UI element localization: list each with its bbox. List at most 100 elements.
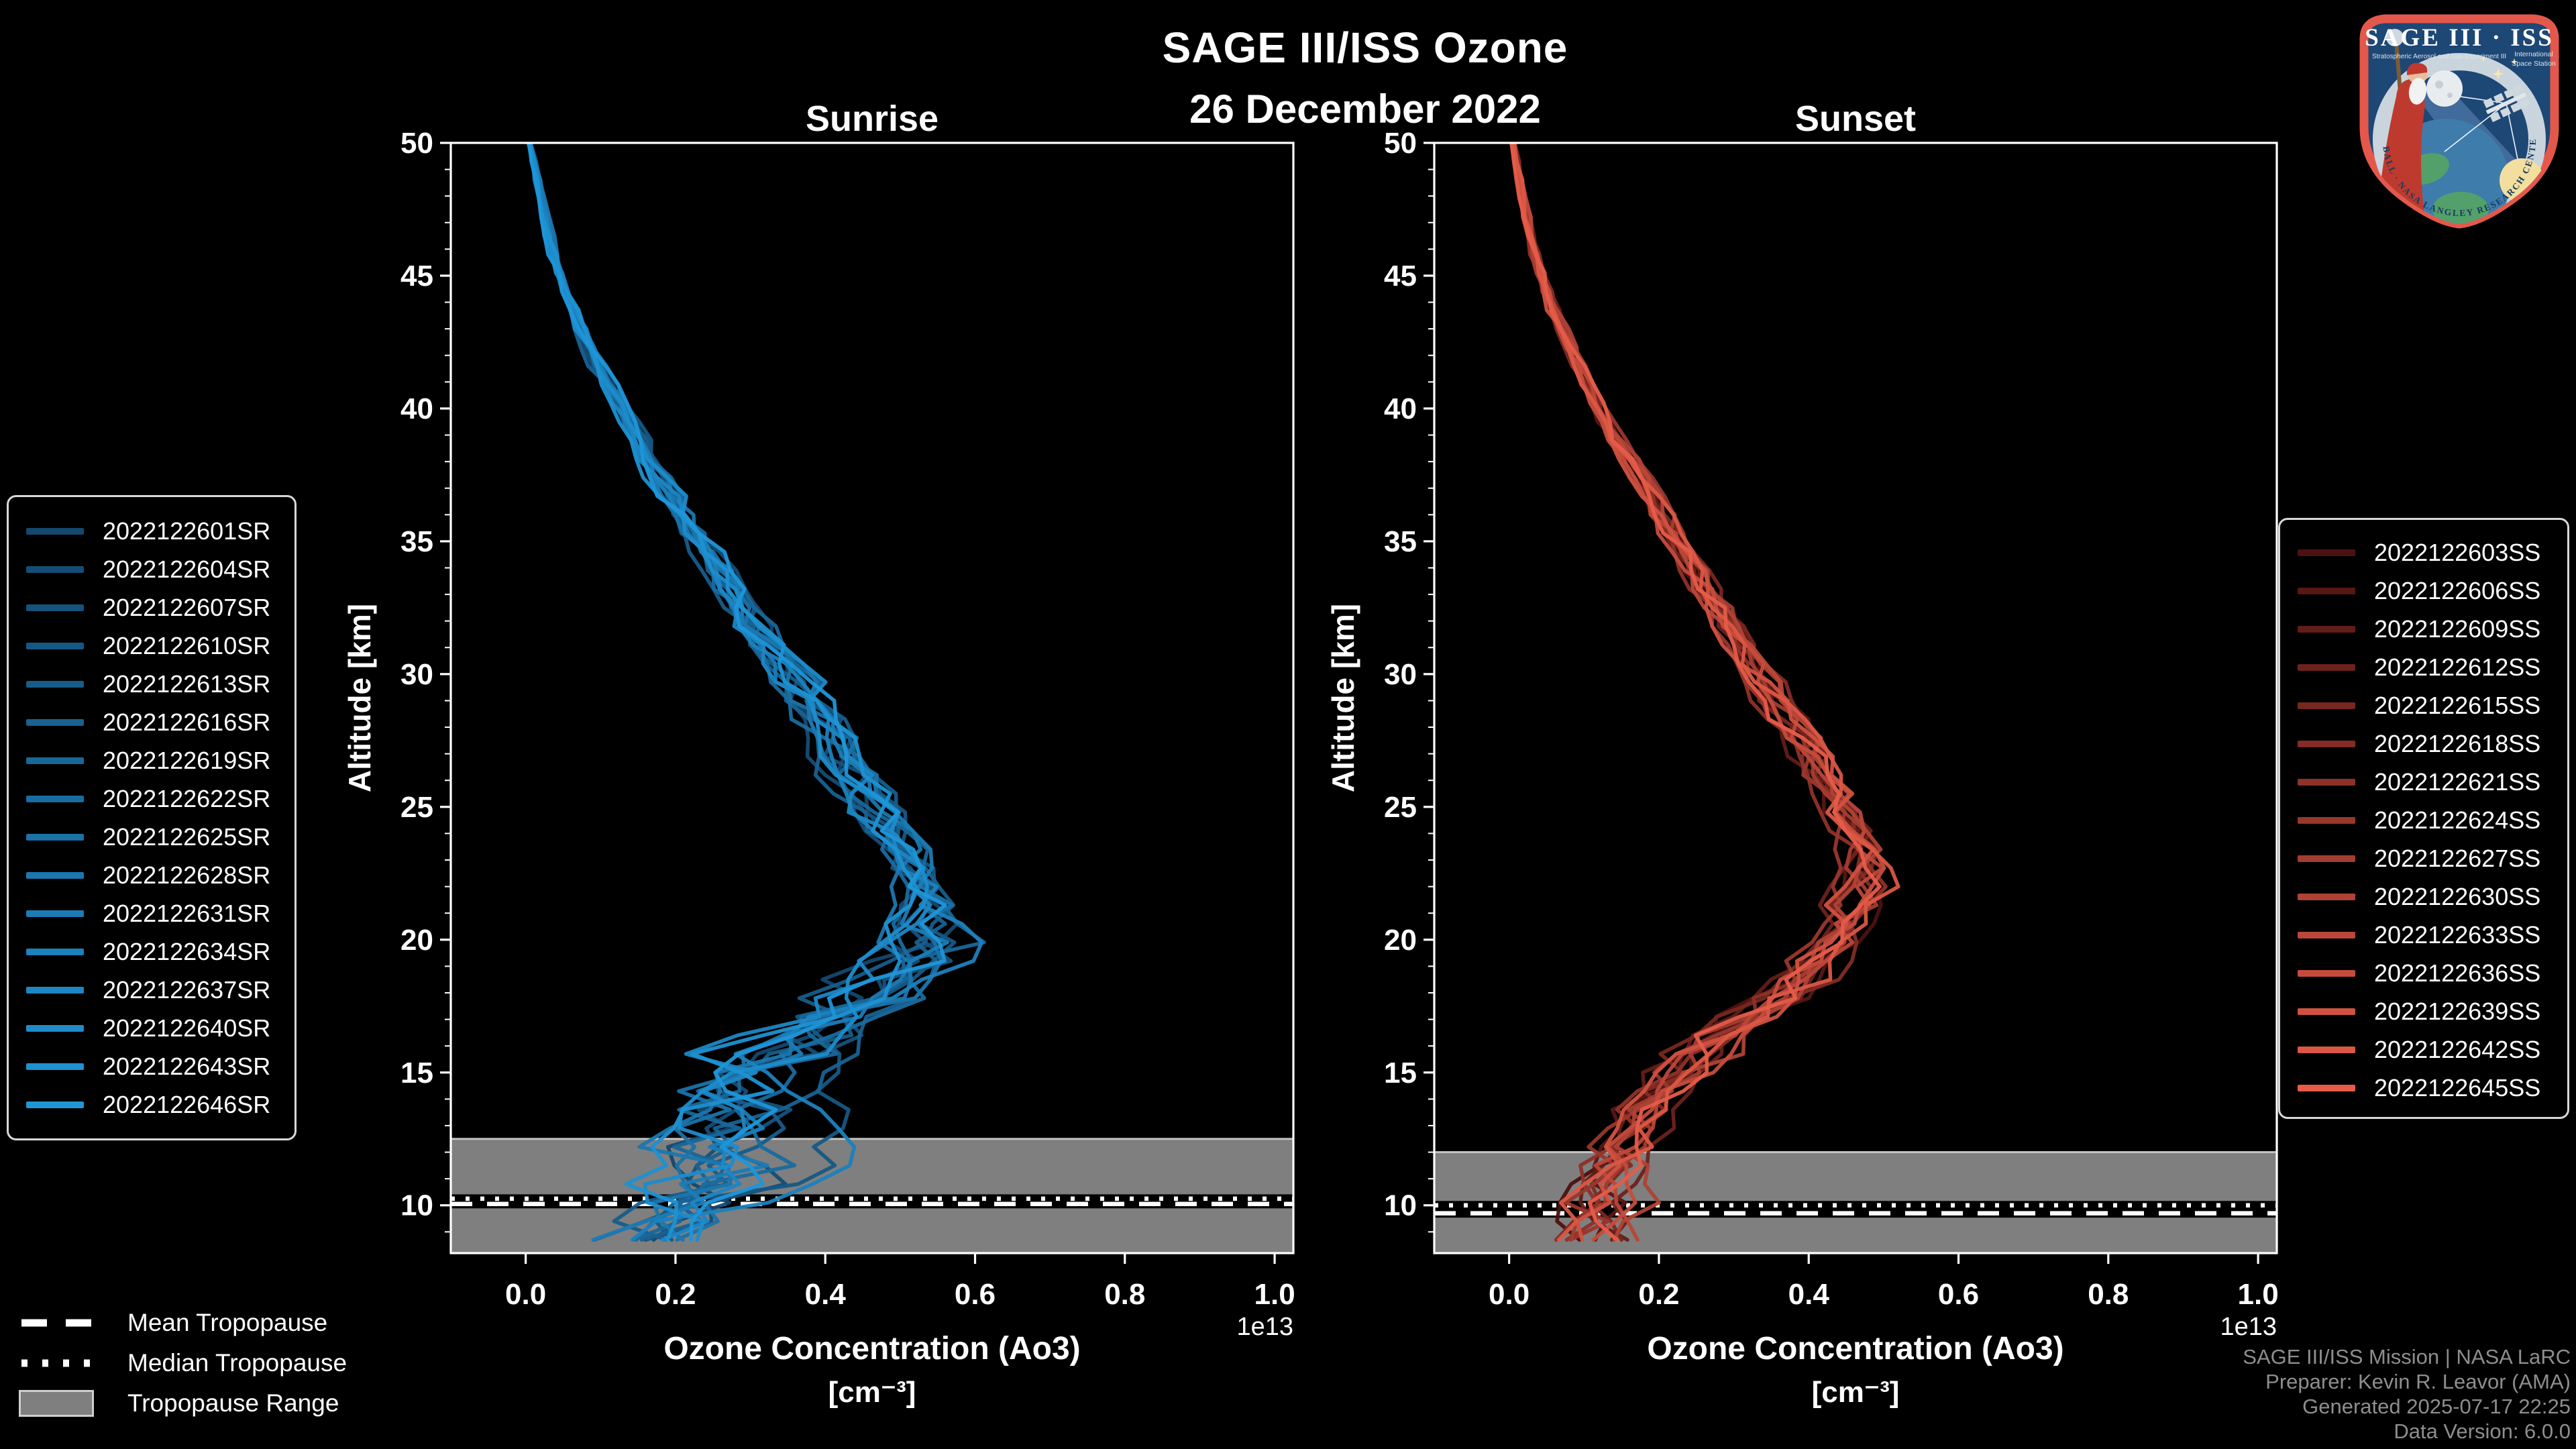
y-tick-label: 35 — [1384, 525, 1417, 558]
legend-item: 2022122631SR — [9, 894, 294, 932]
tropopause-legend-item-median: Median Tropopause — [19, 1343, 347, 1383]
logo-iss — [2483, 84, 2531, 123]
legend-item: 2022122639SS — [2280, 992, 2567, 1030]
y-tick-label: 15 — [1384, 1057, 1417, 1089]
logo-star-icon — [2510, 58, 2518, 66]
sunrise-series-2022122646SR — [527, 144, 947, 1242]
tropopause-legend: Mean Tropopause Median Tropopause Tropop… — [19, 1303, 347, 1424]
y-tick-label: 10 — [400, 1189, 433, 1222]
series-label: 2022122615SS — [2374, 691, 2541, 719]
x-tick-label: 1.0 — [1254, 1278, 1295, 1311]
logo-subtitle: Stratospheric Aerosol and Gas Experiment… — [2372, 53, 2506, 60]
legend-item: 2022122642SS — [2280, 1030, 2567, 1069]
series-color-swatch — [26, 986, 84, 994]
legend-item: 2022122633SS — [2280, 916, 2567, 954]
logo-figure-hood — [2407, 62, 2428, 75]
y-axis-label: Altitude [km] — [1326, 604, 1360, 792]
legend-item: 2022122627SS — [2280, 839, 2567, 877]
x-tick-label: 0.2 — [1638, 1278, 1679, 1311]
attribution-line: Preparer: Kevin R. Leavor (AMA) — [2265, 1370, 2571, 1393]
logo-scan-line — [2444, 103, 2507, 152]
x-tick-label: 0.4 — [805, 1278, 847, 1311]
x-tick-label: 0.0 — [1489, 1278, 1529, 1311]
legend-item: 2022122625SR — [9, 818, 294, 856]
tropopause-legend-label: Median Tropopause — [127, 1349, 347, 1377]
legend-item: 2022122645SS — [2280, 1069, 2567, 1107]
series-label: 2022122631SR — [103, 899, 271, 927]
logo-star-icon — [2492, 68, 2504, 80]
series-color-swatch — [2298, 740, 2355, 747]
legend-item: 2022122630SS — [2280, 877, 2567, 916]
attribution-block: SAGE III/ISS Mission | NASA LaRC Prepare… — [2243, 1344, 2571, 1444]
panel-title-sunset: Sunset — [1794, 99, 1917, 139]
legend-item: 2022122619SR — [9, 741, 294, 780]
series-color-swatch — [2298, 663, 2355, 671]
series-label: 2022122618SS — [2374, 729, 2541, 757]
date-subtitle: 26 December 2022 — [1189, 87, 1541, 131]
series-color-swatch — [26, 1024, 84, 1032]
series-label: 2022122601SR — [103, 517, 271, 545]
sage-iii-iss-logo: BALL · NASA LANGLEY RESEARCH CENTER · TA… — [2359, 14, 2559, 229]
legend-item: 2022122646SR — [9, 1085, 294, 1124]
panel-title-sunrise: Sunrise — [805, 99, 939, 139]
sunset-series-2022122627SS — [1509, 144, 1879, 1242]
y-tick-label: 50 — [1384, 127, 1417, 160]
legend-item: 2022122607SR — [9, 588, 294, 627]
series-label: 2022122634SR — [103, 937, 271, 965]
sunset-series-2022122645SS — [1510, 144, 1882, 1242]
x-tick-label: 0.4 — [1788, 1278, 1830, 1311]
y-tick-label: 30 — [1384, 658, 1417, 691]
x-tick-label: 1.0 — [2238, 1278, 2279, 1311]
legend-item: 2022122643SR — [9, 1047, 294, 1085]
series-color-swatch — [26, 604, 84, 611]
series-label: 2022122639SS — [2374, 997, 2541, 1025]
series-label: 2022122624SS — [2374, 806, 2541, 834]
logo-star-icon — [2480, 56, 2487, 62]
page-title: SAGE III/ISS Ozone — [1162, 23, 1568, 72]
sunrise-series-2022122631SR — [529, 144, 949, 1242]
legend-item: 2022122628SR — [9, 856, 294, 894]
series-color-swatch — [2298, 816, 2355, 824]
attribution-line: Data Version: 6.0.0 — [2394, 1419, 2571, 1443]
x-tick-label: 0.8 — [2088, 1278, 2129, 1311]
logo-title: SAGE III · ISS — [2365, 24, 2554, 52]
series-label: 2022122640SR — [103, 1014, 271, 1042]
series-color-swatch — [26, 833, 84, 841]
panel-sunset: 0.0 0.2 0.4 0.6 0.8 1.0 10 15 20 25 30 35 40 45 50 1e13… — [1326, 127, 2279, 1409]
series-label: 2022122612SS — [2374, 653, 2541, 681]
attribution-line: SAGE III/ISS Mission | NASA LaRC — [2243, 1345, 2571, 1368]
y-tick-label: 20 — [400, 924, 433, 957]
series-label: 2022122622SR — [103, 784, 271, 812]
tropopause-legend-item-mean: Mean Tropopause — [19, 1303, 347, 1343]
series-label: 2022122604SR — [103, 555, 271, 583]
x-axis-offset-label: 1e13 — [1236, 1313, 1293, 1341]
series-color-swatch — [2298, 587, 2355, 594]
logo-father-time — [2381, 79, 2425, 217]
legend-item: 2022122636SS — [2280, 954, 2567, 992]
series-label: 2022122609SS — [2374, 614, 2541, 643]
legend-item: 2022122609SS — [2280, 610, 2567, 648]
panel-sunrise: 0.0 0.2 0.4 0.6 0.8 1.0 10 15 20 25 30 35 40 45 50 1e13… — [342, 127, 1295, 1409]
series-label: 2022122643SR — [103, 1052, 271, 1080]
y-tick-label: 50 — [400, 127, 433, 160]
series-color-swatch — [26, 1101, 84, 1108]
logo-earth-land — [2432, 192, 2489, 224]
series-color-swatch — [2298, 1084, 2355, 1091]
y-tick-label: 15 — [400, 1057, 433, 1089]
legend-sunset-events: 2022122603SS 2022122606SS 2022122609SS 2022… — [2278, 518, 2569, 1119]
tropopause-legend-label: Mean Tropopause — [127, 1309, 328, 1336]
y-tick-label: 40 — [400, 392, 433, 425]
x-tick-label: 0.2 — [655, 1278, 696, 1311]
series-label: 2022122607SR — [103, 593, 271, 621]
series-color-swatch — [26, 910, 84, 917]
legend-item: 2022122610SR — [9, 627, 294, 665]
y-tick-label: 25 — [400, 791, 433, 824]
series-color-swatch — [2298, 893, 2355, 900]
series-color-swatch — [2298, 778, 2355, 786]
sunrise-series-2022122643SR — [527, 144, 918, 1242]
series-label: 2022122645SS — [2374, 1073, 2541, 1102]
sunrise-series-2022122634SR — [527, 144, 984, 1242]
series-label: 2022122610SR — [103, 631, 271, 659]
tropopause-legend-item-range: Tropopause Range — [19, 1383, 347, 1424]
